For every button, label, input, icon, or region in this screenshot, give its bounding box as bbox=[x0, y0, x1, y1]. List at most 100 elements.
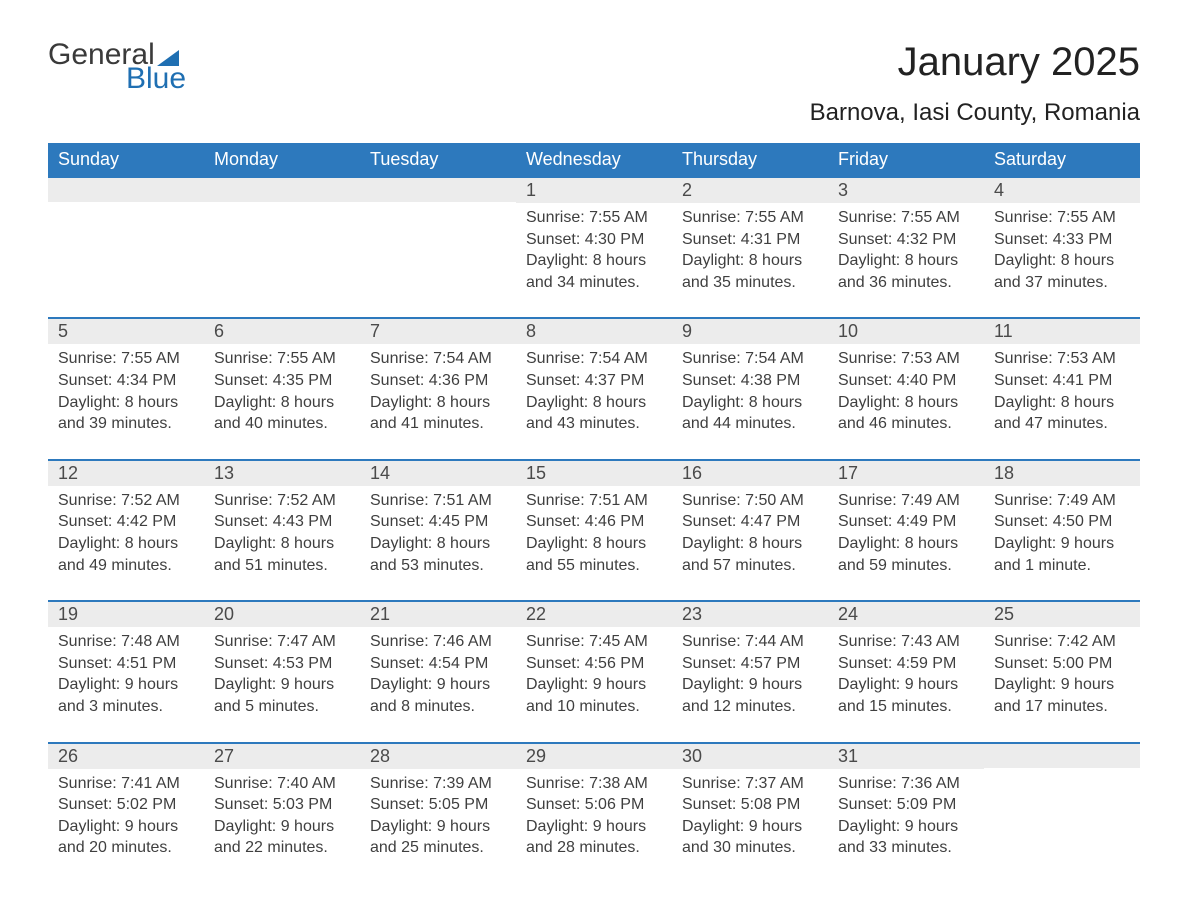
day-header: Monday bbox=[204, 143, 360, 177]
calendar-cell bbox=[984, 743, 1140, 883]
sunset-text: Sunset: 4:43 PM bbox=[214, 511, 350, 533]
day-number bbox=[48, 178, 204, 202]
sunrise-text: Sunrise: 7:51 AM bbox=[526, 490, 662, 512]
sunrise-text: Sunrise: 7:52 AM bbox=[58, 490, 194, 512]
calendar-cell: 12Sunrise: 7:52 AMSunset: 4:42 PMDayligh… bbox=[48, 460, 204, 601]
day-data: Sunrise: 7:55 AMSunset: 4:30 PMDaylight:… bbox=[516, 203, 672, 317]
daylight-text: Daylight: 9 hours and 15 minutes. bbox=[838, 674, 974, 717]
day-data: Sunrise: 7:53 AMSunset: 4:41 PMDaylight:… bbox=[984, 344, 1140, 458]
calendar-cell bbox=[360, 177, 516, 318]
sunset-text: Sunset: 4:47 PM bbox=[682, 511, 818, 533]
calendar-cell: 6Sunrise: 7:55 AMSunset: 4:35 PMDaylight… bbox=[204, 318, 360, 459]
daylight-text: Daylight: 8 hours and 37 minutes. bbox=[994, 250, 1130, 293]
daylight-text: Daylight: 9 hours and 22 minutes. bbox=[214, 816, 350, 859]
sunset-text: Sunset: 4:57 PM bbox=[682, 653, 818, 675]
daylight-text: Daylight: 8 hours and 57 minutes. bbox=[682, 533, 818, 576]
sunrise-text: Sunrise: 7:54 AM bbox=[682, 348, 818, 370]
calendar-cell: 30Sunrise: 7:37 AMSunset: 5:08 PMDayligh… bbox=[672, 743, 828, 883]
sunrise-text: Sunrise: 7:36 AM bbox=[838, 773, 974, 795]
day-header: Sunday bbox=[48, 143, 204, 177]
sunrise-text: Sunrise: 7:46 AM bbox=[370, 631, 506, 653]
daylight-text: Daylight: 8 hours and 36 minutes. bbox=[838, 250, 974, 293]
sunrise-text: Sunrise: 7:55 AM bbox=[994, 207, 1130, 229]
sunrise-text: Sunrise: 7:53 AM bbox=[994, 348, 1130, 370]
day-data: Sunrise: 7:40 AMSunset: 5:03 PMDaylight:… bbox=[204, 769, 360, 883]
sunset-text: Sunset: 4:30 PM bbox=[526, 229, 662, 251]
calendar-cell: 25 Sunrise: 7:42 AMSunset: 5:00 PMDayligh… bbox=[984, 601, 1140, 742]
sunrise-text: Sunrise: 7:40 AM bbox=[214, 773, 350, 795]
day-data: Sunrise: 7:37 AMSunset: 5:08 PMDaylight:… bbox=[672, 769, 828, 883]
calendar-cell bbox=[204, 177, 360, 318]
day-data: Sunrise: 7:52 AMSunset: 4:42 PMDaylight:… bbox=[48, 486, 204, 600]
sunset-text: Sunset: 4:32 PM bbox=[838, 229, 974, 251]
calendar-cell: 27Sunrise: 7:40 AMSunset: 5:03 PMDayligh… bbox=[204, 743, 360, 883]
calendar-cell: 10Sunrise: 7:53 AMSunset: 4:40 PMDayligh… bbox=[828, 318, 984, 459]
day-data: Sunrise: 7:55 AMSunset: 4:34 PMDaylight:… bbox=[48, 344, 204, 458]
calendar-table: Sunday Monday Tuesday Wednesday Thursday… bbox=[48, 143, 1140, 883]
daylight-text: Daylight: 8 hours and 44 minutes. bbox=[682, 392, 818, 435]
calendar-cell: 13Sunrise: 7:52 AMSunset: 4:43 PMDayligh… bbox=[204, 460, 360, 601]
calendar-week-row: 19Sunrise: 7:48 AMSunset: 4:51 PMDayligh… bbox=[48, 601, 1140, 742]
day-data: Sunrise: 7:45 AMSunset: 4:56 PMDaylight:… bbox=[516, 627, 672, 741]
day-number: 16 bbox=[672, 461, 828, 486]
day-data: Sunrise: 7:54 AMSunset: 4:36 PMDaylight:… bbox=[360, 344, 516, 458]
day-number: 24 bbox=[828, 602, 984, 627]
sunset-text: Sunset: 4:37 PM bbox=[526, 370, 662, 392]
daylight-text: Daylight: 9 hours and 17 minutes. bbox=[994, 674, 1130, 717]
day-number: 15 bbox=[516, 461, 672, 486]
sunrise-text: Sunrise: 7:38 AM bbox=[526, 773, 662, 795]
sunrise-text: Sunrise: 7:39 AM bbox=[370, 773, 506, 795]
sunrise-text: Sunrise: 7:55 AM bbox=[58, 348, 194, 370]
day-number: 31 bbox=[828, 744, 984, 769]
daylight-text: Daylight: 9 hours and 1 minute. bbox=[994, 533, 1130, 576]
calendar-cell: 7Sunrise: 7:54 AMSunset: 4:36 PMDaylight… bbox=[360, 318, 516, 459]
daylight-text: Daylight: 9 hours and 8 minutes. bbox=[370, 674, 506, 717]
daylight-text: Daylight: 9 hours and 20 minutes. bbox=[58, 816, 194, 859]
sunrise-text: Sunrise: 7:54 AM bbox=[526, 348, 662, 370]
day-data: Sunrise: 7:38 AMSunset: 5:06 PMDaylight:… bbox=[516, 769, 672, 883]
sunset-text: Sunset: 4:49 PM bbox=[838, 511, 974, 533]
calendar-cell: 18Sunrise: 7:49 AMSunset: 4:50 PMDayligh… bbox=[984, 460, 1140, 601]
calendar-cell: 5Sunrise: 7:55 AMSunset: 4:34 PMDaylight… bbox=[48, 318, 204, 459]
sunset-text: Sunset: 5:00 PM bbox=[994, 653, 1130, 675]
sunrise-text: Sunrise: 7:48 AM bbox=[58, 631, 194, 653]
day-header: Wednesday bbox=[516, 143, 672, 177]
day-data: Sunrise: 7:55 AMSunset: 4:32 PMDaylight:… bbox=[828, 203, 984, 317]
day-data bbox=[204, 202, 360, 306]
sunrise-text: Sunrise: 7:41 AM bbox=[58, 773, 194, 795]
day-number: 2 bbox=[672, 178, 828, 203]
calendar-cell: 1Sunrise: 7:55 AMSunset: 4:30 PMDaylight… bbox=[516, 177, 672, 318]
calendar-cell: 31Sunrise: 7:36 AMSunset: 5:09 PMDayligh… bbox=[828, 743, 984, 883]
sunset-text: Sunset: 4:41 PM bbox=[994, 370, 1130, 392]
day-header: Tuesday bbox=[360, 143, 516, 177]
sunrise-text: Sunrise: 7:52 AM bbox=[214, 490, 350, 512]
day-number bbox=[204, 178, 360, 202]
daylight-text: Daylight: 8 hours and 35 minutes. bbox=[682, 250, 818, 293]
day-number bbox=[984, 744, 1140, 768]
day-data bbox=[984, 768, 1140, 872]
day-number: 22 bbox=[516, 602, 672, 627]
day-number: 25 bbox=[984, 602, 1140, 627]
calendar-cell: 3Sunrise: 7:55 AMSunset: 4:32 PMDaylight… bbox=[828, 177, 984, 318]
daylight-text: Daylight: 8 hours and 59 minutes. bbox=[838, 533, 974, 576]
day-data: Sunrise: 7:49 AMSunset: 4:49 PMDaylight:… bbox=[828, 486, 984, 600]
day-number: 12 bbox=[48, 461, 204, 486]
sunset-text: Sunset: 4:53 PM bbox=[214, 653, 350, 675]
day-data: Sunrise: 7:43 AMSunset: 4:59 PMDaylight:… bbox=[828, 627, 984, 741]
daylight-text: Daylight: 8 hours and 41 minutes. bbox=[370, 392, 506, 435]
calendar-cell: 15Sunrise: 7:51 AMSunset: 4:46 PMDayligh… bbox=[516, 460, 672, 601]
sunrise-text: Sunrise: 7:55 AM bbox=[682, 207, 818, 229]
location-subtitle: Barnova, Iasi County, Romania bbox=[810, 99, 1140, 127]
sunrise-text: Sunrise: 7:42 AM bbox=[994, 631, 1130, 653]
day-number: 14 bbox=[360, 461, 516, 486]
day-data: Sunrise: 7:55 AMSunset: 4:33 PMDaylight:… bbox=[984, 203, 1140, 317]
day-data bbox=[360, 202, 516, 306]
daylight-text: Daylight: 8 hours and 55 minutes. bbox=[526, 533, 662, 576]
day-number: 23 bbox=[672, 602, 828, 627]
day-number: 10 bbox=[828, 319, 984, 344]
day-number: 26 bbox=[48, 744, 204, 769]
day-number: 8 bbox=[516, 319, 672, 344]
calendar-cell: 21Sunrise: 7:46 AMSunset: 4:54 PMDayligh… bbox=[360, 601, 516, 742]
day-number: 30 bbox=[672, 744, 828, 769]
sunset-text: Sunset: 4:50 PM bbox=[994, 511, 1130, 533]
